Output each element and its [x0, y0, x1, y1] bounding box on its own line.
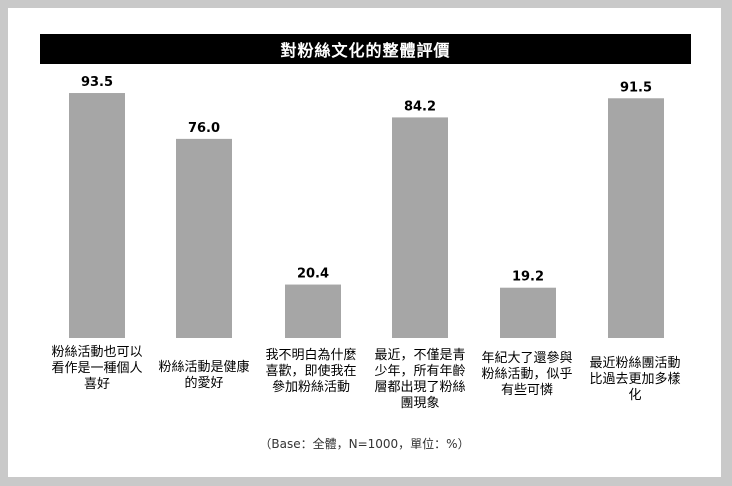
category-label-2: 粉絲活動是健康的愛好 [158, 360, 250, 391]
bar-4 [392, 117, 448, 338]
chart-title: 對粉絲文化的整體評價 [40, 34, 691, 64]
category-label-4: 最近，不僅是青少年，所有年齡層都出現了粉絲團現象 [374, 348, 466, 411]
value-label-4: 84.2 [404, 99, 436, 114]
value-label-6: 91.5 [620, 80, 652, 95]
bar-1 [69, 93, 125, 338]
value-label-5: 19.2 [512, 270, 544, 285]
category-label-6: 最近粉絲團活動比過去更加多樣化 [589, 356, 681, 403]
value-label-2: 76.0 [188, 121, 220, 136]
bar-chart: 93.5 76.0 20.4 84.2 19.2 91.5 [69, 75, 664, 339]
bar-3 [285, 284, 341, 338]
value-label-1: 93.5 [81, 75, 113, 90]
value-label-3: 20.4 [297, 267, 329, 282]
base-note: （Base：全體，N=1000，單位：%） [259, 437, 470, 451]
chart-frame: 對粉絲文化的整體評價 93.5 76.0 20.4 84.2 19.2 91.5 粉絲活動… [8, 8, 721, 477]
bar-5 [500, 287, 556, 338]
bar-2 [176, 138, 232, 338]
category-label-3: 我不明白為什麼喜歡，即使我在參加粉絲活動 [265, 348, 357, 395]
bar-6 [608, 98, 664, 339]
category-label-5: 年紀大了還參與粉絲活動，似乎有些可憐 [481, 351, 573, 398]
category-label-1: 粉絲活動也可以看作是一種個人喜好 [51, 345, 143, 392]
